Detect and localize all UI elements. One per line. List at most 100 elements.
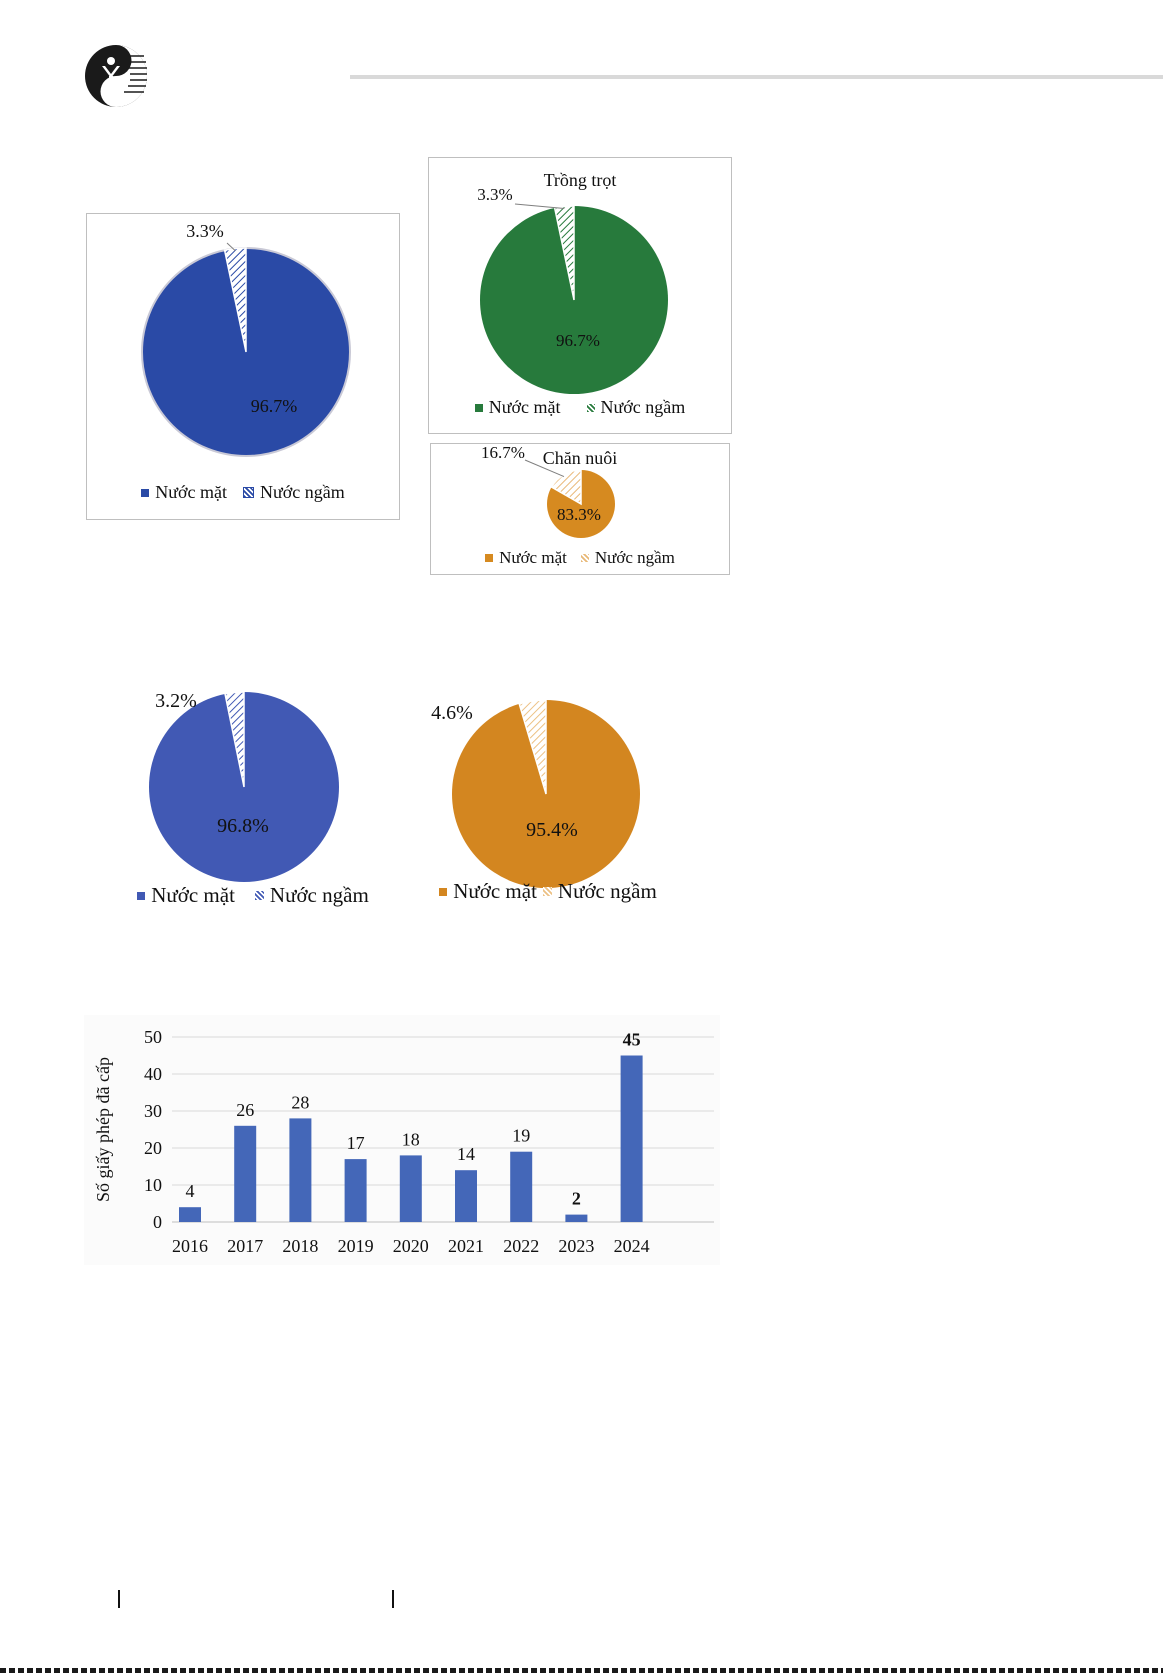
pie-slice-nuoc-ngam — [550, 469, 582, 506]
bar-value-label: 17 — [347, 1133, 365, 1153]
legend: Nước mặt Nước ngầm — [424, 879, 672, 904]
pie-label-nuoc-mat: 96.8% — [217, 815, 269, 837]
pie-chart-trong-trot: Trồng trọt 96.7% 3.3% Nước mặt Nước ngầm — [428, 157, 732, 434]
legend-item: Nước ngầm — [542, 879, 657, 904]
bar-value-label: 28 — [291, 1092, 309, 1112]
pie-leader-line — [226, 242, 236, 251]
bar-value-label: 4 — [186, 1181, 195, 1201]
pie-label-nuoc-mat: 96.7% — [556, 331, 600, 350]
legend: Nước mặt Nước ngầm — [429, 397, 731, 418]
pie-label-nuoc-ngam: 16.7% — [481, 444, 525, 462]
legend-item: Nước mặt — [485, 548, 567, 568]
legend-item: Nước ngầm — [243, 482, 345, 503]
x-tick-label: 2019 — [338, 1236, 374, 1256]
legend-label: Nước mặt — [488, 397, 561, 417]
footer-bar — [0, 1668, 1163, 1673]
legend-swatch-nuoc-ngam — [580, 554, 589, 562]
pie-label-nuoc-ngam: 3.3% — [186, 221, 224, 241]
legend-swatch-nuoc-mat — [474, 403, 483, 412]
pie-label-nuoc-mat: 96.7% — [251, 396, 298, 416]
legend-item: Nước ngầm — [580, 548, 675, 568]
pie-trong-trot-svg: 96.7% 3.3% — [477, 185, 668, 394]
y-axis-title: Số giấy phép đã cấp — [93, 1057, 113, 1202]
x-tick-label: 2018 — [282, 1236, 318, 1256]
pie-total-svg: 96.7% 3.3% — [141, 221, 351, 457]
bar-2023 — [565, 1214, 588, 1222]
bar-value-label: 18 — [402, 1129, 420, 1149]
header-rule — [350, 75, 1163, 79]
pie-leader-line — [524, 459, 565, 478]
legend-label: Nước mặt — [453, 879, 537, 903]
legend-swatch-nuoc-mat — [141, 488, 150, 497]
legend-label: Nước ngầm — [260, 482, 345, 502]
chart-title: Chăn nuôi — [542, 448, 618, 468]
y-tick-label: 20 — [144, 1138, 162, 1158]
legend: Nước mặt Nước ngầm — [431, 548, 729, 568]
legend-item: Nước ngầm — [254, 883, 369, 908]
pie-chart-orange-2: 95.4% 4.6% Nước mặt Nước ngầm — [424, 688, 672, 908]
legend-label: Nước ngầm — [557, 879, 657, 903]
legend-swatch-nuoc-ngam — [586, 403, 595, 412]
pie-label-nuoc-mat: 83.3% — [557, 505, 601, 524]
pie-orange-2-svg: 95.4% 4.6% — [431, 699, 640, 888]
legend: Nước mặt Nước ngầm — [87, 482, 399, 503]
legend-label: Nước ngầm — [269, 883, 369, 907]
legend-item: Nước mặt — [141, 482, 227, 503]
legend-label: Nước ngầm — [600, 397, 686, 417]
legend-item: Nước mặt — [137, 883, 235, 908]
pie-chart-blue-2: 96.8% 3.2% Nước mặt Nước ngầm — [118, 682, 388, 912]
pie-blue-2-svg: 96.8% 3.2% — [149, 690, 339, 882]
pie-label-nuoc-mat: 95.4% — [526, 819, 578, 841]
pie-chart-chan-nuoi: Chăn nuôi 83.3% 16.7% Nước mặt Nước ngầm — [430, 443, 730, 575]
bar-2018 — [289, 1118, 312, 1222]
bar-2021 — [455, 1170, 477, 1222]
legend-swatch-nuoc-ngam — [243, 487, 254, 498]
footer-separator — [392, 1590, 394, 1608]
legend-label: Nước mặt — [151, 883, 235, 907]
y-tick-label: 10 — [144, 1175, 162, 1195]
x-tick-label: 2020 — [393, 1236, 429, 1256]
bar-2024 — [620, 1055, 643, 1222]
legend-swatch-nuoc-ngam — [254, 891, 264, 900]
chart-title: Trồng trọt — [543, 170, 617, 190]
x-tick-label: 2017 — [227, 1236, 263, 1256]
legend-item: Nước mặt — [439, 879, 537, 904]
bar-2020 — [399, 1155, 422, 1222]
legend-item: Nước mặt — [474, 397, 561, 418]
legend: Nước mặt Nước ngầm — [118, 883, 388, 908]
x-tick-label: 2022 — [503, 1236, 539, 1256]
bar-chart-svg: 0 10 20 30 40 50 Số giấy phép đã cấp 4 2016 26 201… — [93, 1027, 714, 1256]
pie-slice-nuoc-ngam — [223, 247, 247, 353]
pie-label-nuoc-ngam: 4.6% — [431, 702, 473, 724]
bar-value-label: 2 — [572, 1189, 581, 1209]
pie-slice-nuoc-ngam — [224, 691, 245, 788]
pie-chan-nuoi-svg: 83.3% 16.7% — [481, 444, 615, 538]
y-tick-label: 40 — [144, 1064, 162, 1084]
legend-label: Nước mặt — [155, 482, 227, 502]
bar-2016 — [179, 1207, 201, 1222]
publisher-logo-icon — [85, 45, 147, 107]
pie-slice-nuoc-ngam — [518, 699, 547, 795]
bar-chart-licenses: 0 10 20 30 40 50 Số giấy phép đã cấp 4 2016 26 201… — [84, 1015, 720, 1265]
legend-item: Nước ngầm — [586, 397, 686, 418]
y-tick-label: 50 — [144, 1027, 162, 1047]
y-tick-label: 30 — [144, 1101, 162, 1121]
x-tick-label: 2024 — [614, 1236, 650, 1256]
legend-swatch-nuoc-mat — [485, 554, 494, 562]
bar-2019 — [344, 1159, 367, 1222]
bar-2017 — [234, 1125, 257, 1222]
legend-swatch-nuoc-mat — [137, 891, 146, 900]
pie-leader-line — [514, 203, 565, 209]
pie-label-nuoc-ngam: 3.3% — [477, 185, 512, 204]
bar-value-label: 19 — [512, 1126, 530, 1146]
legend-swatch-nuoc-mat — [439, 887, 448, 896]
footer-separator — [118, 1590, 120, 1608]
bar-value-label: 45 — [623, 1030, 641, 1050]
y-tick-label: 0 — [153, 1212, 162, 1232]
legend-swatch-nuoc-ngam — [542, 887, 552, 896]
bar-2022 — [510, 1151, 533, 1222]
pie-label-nuoc-ngam: 3.2% — [155, 690, 197, 712]
x-tick-label: 2021 — [448, 1236, 484, 1256]
pie-chart-total: 96.7% 3.3% Nước mặt Nước ngầm — [86, 213, 400, 520]
x-tick-label: 2023 — [558, 1236, 594, 1256]
